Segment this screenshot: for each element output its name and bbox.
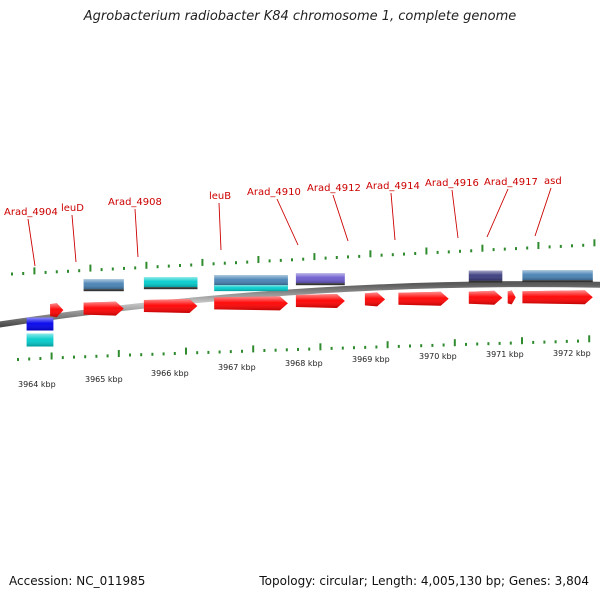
kbp-label: 3969 kbp: [352, 355, 390, 364]
forward-cds-arrow: [507, 290, 516, 305]
label-leader-line: [218, 202, 222, 251]
gene-label: Arad_4908: [108, 197, 162, 208]
forward-cds-arrow: [214, 296, 288, 311]
kbp-label: 3967 kbp: [218, 363, 256, 372]
gene-label: leuB: [209, 191, 231, 202]
label-leader-line: [390, 192, 396, 241]
feature-block: [143, 277, 198, 290]
forward-cds-arrow: [468, 290, 503, 305]
label-leader-line: [451, 189, 459, 239]
feature-block: [295, 273, 345, 286]
kbp-label: 3964 kbp: [18, 380, 56, 389]
forward-cds-arrow: [522, 290, 593, 305]
kbp-label: 3972 kbp: [553, 349, 591, 358]
gene-label: Arad_4914: [366, 181, 420, 192]
feature-block: [26, 333, 54, 347]
forward-cds-arrow: [143, 299, 198, 313]
gene-label: asd: [544, 176, 562, 187]
forward-cds-arrow: [364, 292, 386, 307]
feature-block: [468, 270, 503, 283]
feature-block: [26, 317, 54, 331]
label-leader-line: [486, 188, 509, 238]
forward-cds-arrow: [83, 301, 124, 316]
kbp-label: 3970 kbp: [419, 352, 457, 361]
map-title: Agrobacterium radiobacter K84 chromosome…: [83, 9, 517, 24]
gc-skew-track-inner: [17, 335, 591, 361]
label-leader-line: [332, 194, 349, 242]
kbp-label: 3966 kbp: [151, 369, 189, 378]
forward-cds-arrow: [295, 294, 345, 308]
feature-block: [214, 285, 288, 292]
gene-label: Arad_4912: [307, 183, 361, 194]
label-leader-line: [71, 214, 77, 263]
label-leader-line: [27, 218, 36, 267]
forward-cds-arrow: [398, 291, 449, 306]
feature-block: [83, 279, 124, 292]
forward-cds-arrow: [50, 303, 64, 318]
accession-text: Accession: NC_011985: [9, 574, 146, 588]
genome-stats-text: Topology: circular; Length: 4,005,130 bp…: [259, 574, 589, 588]
gene-labels: Arad_4904 leuD Arad_4908 leuB Arad_4910 …: [4, 176, 562, 218]
kbp-label: 3965 kbp: [85, 375, 123, 384]
label-leader-line: [276, 198, 299, 246]
gene-label: leuD: [61, 203, 84, 214]
genome-backbone: [0, 281, 600, 328]
gene-label: Arad_4916: [425, 178, 479, 189]
kbp-scale-labels: 3964 kbp 3965 kbp 3966 kbp 3967 kbp 3968…: [18, 349, 591, 389]
kbp-label: 3971 kbp: [486, 350, 524, 359]
feature-track: [26, 270, 593, 347]
gene-label: Arad_4917: [484, 177, 538, 188]
label-leader-lines: [27, 187, 552, 267]
gene-label: Arad_4904: [4, 207, 58, 218]
label-leader-line: [534, 187, 552, 237]
gc-skew-track-outer: [11, 239, 596, 276]
gene-label: Arad_4910: [247, 187, 301, 198]
feature-block: [522, 270, 593, 283]
label-leader-line: [134, 208, 139, 258]
kbp-label: 3968 kbp: [285, 359, 323, 368]
